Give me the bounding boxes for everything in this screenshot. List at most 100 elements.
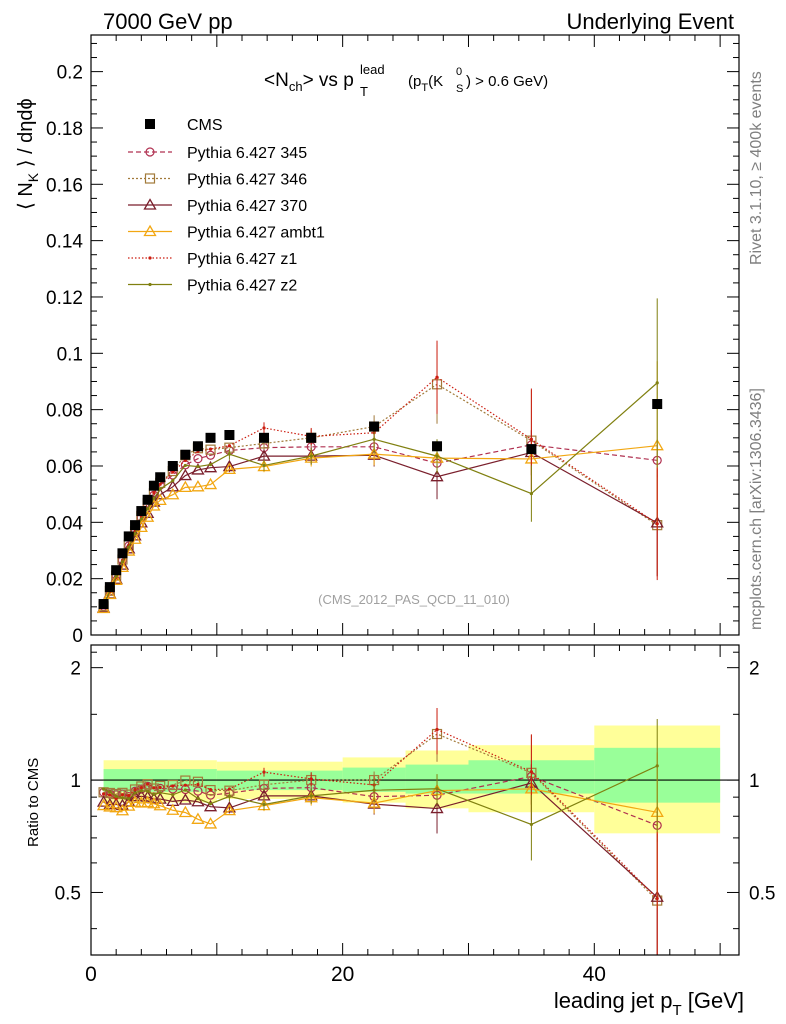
data-point — [196, 464, 200, 469]
ratio-point — [203, 799, 218, 812]
data-point — [103, 587, 117, 600]
data-point — [152, 491, 156, 495]
ratio-point — [146, 789, 150, 793]
ratio-point — [120, 793, 125, 797]
data-point — [109, 573, 123, 586]
ratio-point — [309, 794, 313, 798]
ratio-point — [191, 812, 205, 824]
data-point — [435, 454, 439, 458]
legend: CMS Pythia 6.427 345 Pythia 6.427 346 Pythi… — [128, 117, 325, 295]
ratio-point — [171, 793, 175, 797]
mcplots-label: mcplots.cern.ch [arXiv:1306.3436] — [748, 388, 765, 630]
legend-marker — [148, 256, 152, 260]
legend-label: Pythia 6.427 ambt1 — [187, 225, 325, 242]
cms-point — [136, 506, 147, 517]
ratio-point — [167, 779, 178, 791]
ratio-point — [158, 791, 162, 795]
ratio-point — [104, 787, 115, 799]
data-point — [171, 470, 175, 474]
data-point — [227, 444, 232, 448]
y-tick-label: 0.04 — [46, 513, 83, 534]
data-point — [158, 487, 162, 491]
data-point — [309, 454, 313, 458]
cms-point — [224, 430, 235, 440]
ratio-point — [140, 790, 155, 802]
data-point — [205, 450, 216, 460]
series-line-1 — [103, 383, 658, 607]
data-point — [133, 531, 137, 536]
series-line-2 — [103, 451, 658, 609]
legend-label: Pythia 6.427 z2 — [187, 278, 297, 295]
y-tick-label: 0.08 — [46, 401, 83, 422]
ratio-point — [140, 795, 155, 808]
rivet-label: Rivet 3.1.10, ≥ 400k events — [748, 71, 765, 265]
ratio-point — [227, 787, 232, 791]
cms-point — [111, 565, 122, 576]
cms-point — [205, 432, 216, 443]
svg-text:S: S — [456, 83, 463, 95]
ratio-point — [127, 797, 131, 801]
data-point — [529, 437, 533, 441]
data-point — [146, 507, 150, 511]
data-point — [193, 454, 203, 464]
analysis-watermark: (CMS_2012_PAS_QCD_11_010) — [318, 592, 510, 607]
y-tick-label: 0.06 — [46, 457, 83, 478]
ratio-tick-label: 0.5 — [55, 883, 81, 904]
series-line-0 — [103, 444, 658, 607]
ratio-point — [139, 786, 143, 790]
ratio-point — [171, 784, 175, 788]
ratio-tick-label-right: 0.5 — [749, 883, 775, 904]
ratio-point — [108, 790, 112, 794]
data-point — [120, 560, 125, 564]
ratio-point — [122, 799, 136, 811]
chart-title: <Nch> vs p T lead (pT(K 0 S ) > 0.6 GeV) — [264, 62, 548, 99]
data-point — [178, 480, 192, 493]
svg-text:0: 0 — [456, 66, 462, 78]
data-point — [178, 468, 192, 481]
ratio-axis-label: Ratio to CMS — [25, 758, 42, 847]
svg-text:(pT(K: (pT(K — [408, 73, 443, 94]
legend-label: Pythia 6.427 z1 — [187, 251, 297, 268]
y-tick-label: 0.18 — [46, 119, 83, 140]
data-point — [140, 510, 155, 522]
y-axis-label: ⟨ NK ⟩ / dηdϕ — [15, 98, 41, 210]
data-point — [191, 463, 205, 475]
y-tick-label: 0.12 — [46, 288, 83, 309]
svg-text:<Nch> vs p: <Nch> vs p — [264, 70, 354, 94]
ratio-point — [203, 817, 218, 829]
ratio-point — [147, 796, 161, 809]
ratio-point — [205, 784, 216, 796]
y-tick-label: 0.16 — [46, 175, 83, 196]
data-point — [367, 447, 381, 459]
ratio-point — [655, 764, 659, 768]
ratio-point — [222, 801, 237, 813]
data-point — [262, 426, 266, 430]
ratio-point — [146, 782, 150, 786]
svg-text:T: T — [360, 84, 368, 99]
data-point — [171, 479, 175, 483]
ratio-point — [115, 798, 130, 811]
data-point — [222, 462, 237, 475]
ratio-point — [435, 787, 439, 791]
ratio-point — [183, 788, 187, 792]
y-tick-label: 0.14 — [46, 232, 83, 253]
ratio-point — [372, 788, 376, 792]
data-point — [115, 558, 130, 570]
ratio-point — [96, 798, 111, 811]
cms-point — [148, 480, 159, 491]
ratio-point — [166, 803, 180, 815]
data-point — [166, 487, 180, 500]
legend-marker — [145, 147, 155, 157]
ratio-point — [103, 800, 117, 812]
cms-point — [123, 531, 134, 542]
legend-marker — [148, 282, 152, 287]
data-point — [147, 499, 161, 511]
cms-point — [98, 599, 109, 610]
cms-point — [192, 441, 203, 452]
ratio-point — [133, 787, 137, 792]
data-point — [122, 542, 136, 554]
ratio-frame — [90, 644, 740, 956]
legend-label: Pythia 6.427 346 — [187, 172, 307, 189]
y-tick-label: 0.1 — [57, 344, 83, 365]
